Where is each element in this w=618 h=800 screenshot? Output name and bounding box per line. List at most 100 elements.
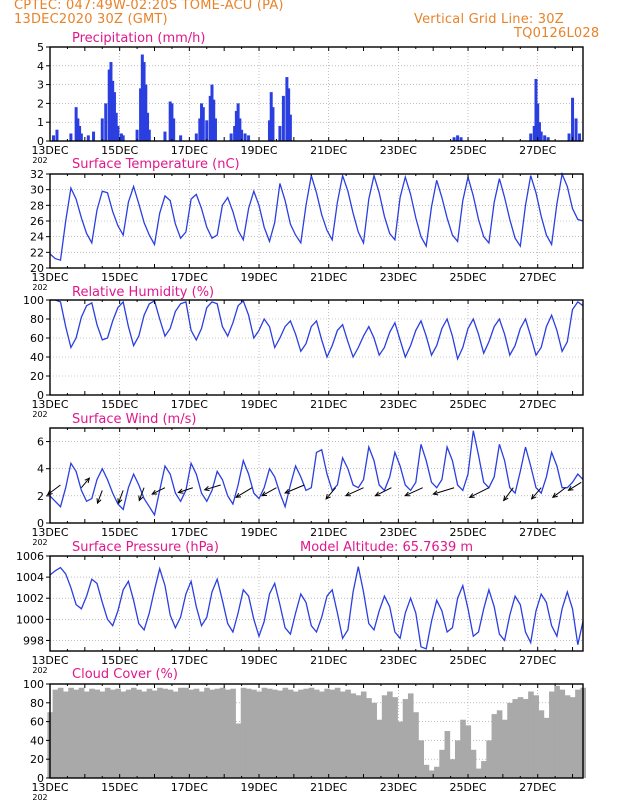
wind-panel: 0 2 4 6 13DEC 15DEC 17DEC 19DEC 21DEC 23DEC 25DEC 2… [31,412,584,547]
wind-arrow [178,487,193,493]
cloud-bar [392,697,398,778]
precip-bar [267,120,271,141]
precip-bar [121,135,125,141]
precip-bar [179,135,183,141]
y-tick-label: 6 [37,436,44,449]
precip-bar [285,77,289,141]
wind-arrow [325,487,337,500]
wind-arrow [552,487,566,498]
rh-title: Relative Humidity (%) [72,285,214,300]
cloud-bar [434,766,440,778]
x-tick-label: 13DEC [31,271,68,284]
x-tick-label: 21DEC [310,781,347,794]
y-tick-label: 1000 [16,613,44,626]
cloud-bar [94,689,101,778]
cloud-bar [575,689,581,778]
pres-frame [49,555,584,652]
y-tick-label: 0 [37,389,44,402]
cloud-bar [209,689,216,778]
x-tick-label: 15DEC [101,398,138,411]
x-tick-label: 25DEC [449,398,486,411]
cloud-bar [350,693,357,778]
cloud-bar [308,687,315,778]
x-tick-label: 27DEC [519,398,556,411]
wind-arrow-head [344,491,351,497]
wind-arrow [117,490,124,504]
rh-frame [49,299,584,396]
cloud-bar [413,712,419,778]
precip-bar [452,137,456,141]
precip-bar [536,103,540,141]
precip-bar [119,133,123,141]
cloud-bar [345,689,351,778]
precip-bar [243,133,247,141]
precip-bar [210,84,214,141]
precip-panel: 0 1 2 3 4 5 13DEC 15DEC 17DEC 19DEC 21DEC 23DEC 25DE… [31,31,584,165]
x-tick-label: 21DEC [310,144,347,157]
wind-arrow-head [325,493,331,500]
cloud-bar [371,702,377,778]
x-tick-label: 23DEC [380,271,417,284]
precip-bar [168,101,172,141]
cloud-bar [125,689,132,778]
rh-line [50,299,584,361]
y-tick-label: 32 [30,168,44,181]
cloud-bar [334,687,341,778]
x-tick-label: 25DEC [449,271,486,284]
precip-bar [200,103,204,141]
pres-panel: 998 1000 1002 1004 1006 13DEC 15DEC 17DEC 19DEC 2… [16,540,584,675]
year-label: 202 [32,410,47,419]
cloud-bar [214,688,221,778]
precip-bar [111,80,115,141]
precip-bar [539,131,543,141]
precip-bar [543,135,547,141]
x-tick-label: 21DEC [310,654,347,667]
cloud-bar [141,691,148,778]
wind-arrow [433,487,455,495]
cloud-title: Cloud Cover (%) [72,667,178,682]
y-tick-label: 100 [23,678,44,691]
y-tick-label: 0 [37,772,44,785]
cloud-bar [564,695,571,778]
cloud-bar [319,691,325,778]
wind-arrow-head [374,491,381,497]
temp-line [49,171,584,262]
precip-bar [532,125,536,141]
wind-arrow-head [84,477,91,484]
precip-bar [86,135,90,141]
x-tick-label: 13DEC [31,654,68,667]
precip-bar [236,103,240,141]
cloud-bar [491,714,498,778]
cloud-bar [52,689,59,778]
cloud-bar [387,691,393,778]
precip-bar [238,118,242,141]
cloud-bar [104,687,111,778]
cloud-bar [543,717,550,778]
wind-arrow-head [432,490,439,496]
year-label: 202 [32,666,47,675]
precip-bar [55,129,59,141]
precip-bar [269,92,273,141]
cloud-bar [303,688,310,778]
x-tick-label: 15DEC [101,526,138,539]
precip-bar [578,133,582,141]
x-tick-label: 19DEC [240,398,277,411]
x-tick-label: 23DEC [380,526,417,539]
y-tick-label: 4 [37,463,44,476]
wind-arrow [80,477,90,489]
x-tick-label: 17DEC [171,654,208,667]
cloud-bar [423,764,430,778]
cloud-bar [439,749,445,778]
cloud-bar [89,688,95,778]
wind-line [49,430,584,517]
cloud-bar [110,689,116,778]
x-tick-label: 13DEC [31,526,68,539]
cloud-bar [204,687,210,778]
cloud-bar [157,687,163,778]
x-tick-label: 21DEC [310,526,347,539]
cloud-bar [130,687,137,778]
precip-bar [79,133,83,141]
wind-arrow-head [117,498,123,505]
y-tick-label: 24 [30,231,44,244]
